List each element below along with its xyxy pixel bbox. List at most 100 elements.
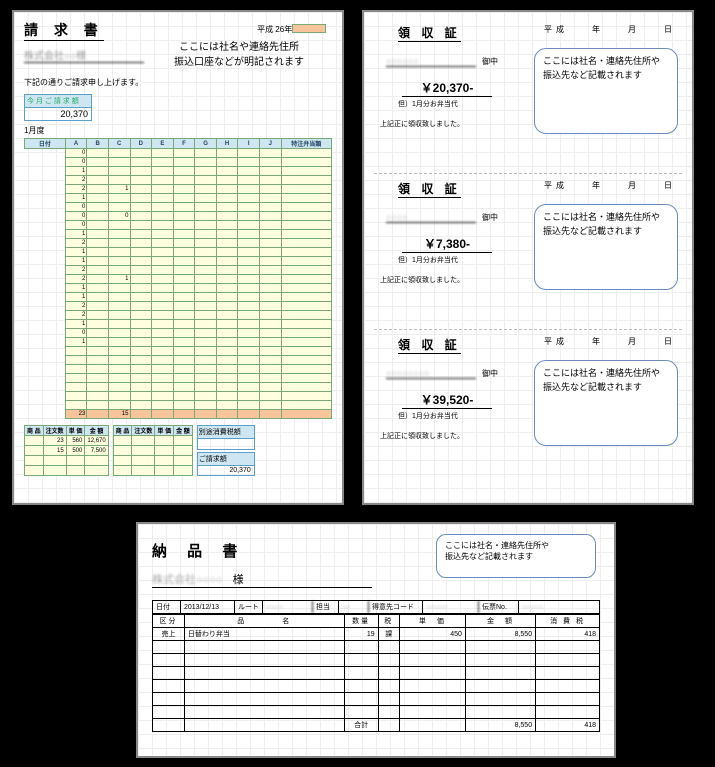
invoice-row: 1月25日2 [25,302,332,311]
receipt-date: 平成 年 月 日 [544,24,676,35]
invoice-note: ここには社名や連絡先住所 振込口座などが明記されます [174,40,304,70]
receipt: 領 収 証平成 年 月 日○○○○御中￥7,380-但）1月分お弁当代上記正に領… [374,174,682,330]
delivery-row-empty [153,654,600,667]
invoice-col-header: A [65,139,87,149]
invoice-row: 1月7日0 [25,158,332,167]
delivery-bubble: ここには社名・連絡先住所や 振込先など記載されます [436,534,596,578]
invoice-row-empty [25,365,332,374]
invoice-col-header: 特注弁当類 [281,139,331,149]
invoice-row-empty [25,392,332,401]
invoice-col-header: B [87,139,109,149]
invoice-col-header: H [216,139,238,149]
receipt-amount: ￥39,520- [402,391,492,409]
invoice-final-label: ご請求額 [198,453,254,466]
delivery-row-empty [153,680,600,693]
invoice-col-header: I [238,139,260,149]
invoice-row: 1月31日 [25,347,332,356]
invoice-item-row: 155007,500 [25,446,109,456]
receipt-title: 領 収 証 [398,24,461,42]
delivery-total-row: 合計8,550418 [153,719,600,732]
invoice-row: 1月23日1 [25,284,332,293]
invoice-month: 1月度 [24,125,332,136]
meta-route-lab: ルート [235,601,263,613]
invoice-row: 1月29日0 [25,329,332,338]
invoice-row: 1月22日21 [25,275,332,284]
invoice-row: 1月24日1 [25,293,332,302]
invoice-subtext: 下記の通りご請求申し上げます。 [24,77,332,88]
invoice-row: 1月10日21 [25,185,332,194]
invoice-grid: 日付ABCDEFGHIJ特注弁当類 1月5日01月7日01月8日11月9日21月… [24,138,332,419]
delivery-col-header: 品 名 [184,615,344,628]
receipt-bubble: ここには社名・連絡先住所や振込先など記載されます [534,360,678,446]
invoice-right-boxes: 別途消費税額 ご請求額 20,370 [197,425,255,476]
meta-cc-val: ○○○○○ [423,601,479,613]
invoice-row: 1月12日0 [25,203,332,212]
receipt-name: ○○○○ [386,212,476,223]
invoice-row: 1月18日1 [25,248,332,257]
invoice-amount-value: 20,370 [25,108,91,120]
invoice-row: 1月21日2 [25,266,332,275]
invoice-col-header: G [195,139,217,149]
invoice-row: 1月17日2 [25,239,332,248]
meta-slip-lab: 伝票No. [479,601,519,613]
invoice-row: 1月14日00 [25,212,332,221]
invoice-row: 1月28日1 [25,320,332,329]
invoice-col-header: J [259,139,281,149]
receipt-onchu: 御中 [482,212,498,223]
invoice-lower: 商 品注文数単 価金 額 2356012,670155007,500 商 品注文… [24,425,332,476]
meta-slip-val: ○○○○○ [519,601,599,613]
receipt: 領 収 証平成 年 月 日○○○○○○○○御中￥39,520-但）1月分お弁当代… [374,330,682,486]
invoice-row: 1月8日1 [25,167,332,176]
invoice-items-left: 商 品注文数単 価金 額 2356012,670155007,500 [24,425,109,476]
receipt: 領 収 証平成 年 月 日○○○○○○御中￥20,370-但）1月分お弁当代上記… [374,18,682,174]
delivery-row-empty [153,667,600,680]
delivery-sheet: 納 品 書 ここには社名・連絡先住所や 振込先など記載されます 株式会社○○○○… [136,522,616,758]
invoice-row: 1月16日1 [25,230,332,239]
receipts-sheet: 領 収 証平成 年 月 日○○○○○○御中￥20,370-但）1月分お弁当代上記… [362,10,694,505]
invoice-note-line1: ここには社名や連絡先住所 [174,40,304,55]
invoice-row-empty [25,356,332,365]
delivery-row: 売上日替わり弁当19課4508,550418 [153,628,600,641]
delivery-bubble-l1: ここには社名・連絡先住所や [445,540,587,551]
receipt-amount: ￥20,370- [402,79,492,97]
invoice-row: 1月19日1 [25,257,332,266]
invoice-row: 1月11日1 [25,194,332,203]
receipt-title: 領 収 証 [398,180,461,198]
receipt-date: 平成 年 月 日 [544,180,676,191]
invoice-tax-label: 別途消費税額 [198,426,254,439]
invoice-title: 請 求 書 [24,20,104,41]
invoice-tax-box: 別途消費税額 [197,425,255,450]
delivery-customer-name: 株式会社○○○○ [152,571,223,587]
delivery-col-header: 消 費 税 [536,615,600,628]
invoice-tax-value [198,439,254,449]
meta-cc-lab: 得意先コード [369,601,423,613]
invoice-note-line2: 振込口座などが明記されます [174,55,304,70]
invoice-final-value: 20,370 [198,466,254,475]
delivery-table: 区分品 名数量税単 価金 額消 費 税 売上日替わり弁当19課4508,5504… [152,614,600,732]
invoice-total-row: 2315 [25,410,332,419]
invoice-row: 1月30日1 [25,338,332,347]
receipt-bubble: ここには社名・連絡先住所や振込先など記載されます [534,204,678,290]
delivery-col-header: 数量 [344,615,378,628]
invoice-row: 1月26日2 [25,311,332,320]
delivery-col-header: 区分 [153,615,185,628]
meta-date-val: 2013/12/13 [181,601,235,613]
delivery-row-empty [153,641,600,654]
invoice-row-empty [25,383,332,392]
delivery-sama: 様 [233,571,244,587]
invoice-col-header: C [108,139,130,149]
receipt-onchu: 御中 [482,56,498,67]
invoice-sheet: 請 求 書 平成 26年 1月 23日 株式会社○○様 ここには社名や連絡先住所… [12,10,344,505]
invoice-row-empty [25,374,332,383]
invoice-col-header: D [130,139,152,149]
invoice-row-empty [25,401,332,410]
meta-date-lab: 日付 [153,601,181,613]
receipt-title: 領 収 証 [398,336,461,354]
delivery-row-empty [153,693,600,706]
receipt-onchu: 御中 [482,368,498,379]
meta-pic-lab: 担当 [313,601,339,613]
invoice-customer: 株式会社○○様 [24,47,144,63]
invoice-row: 1月5日0 [25,149,332,158]
delivery-bubble-l2: 振込先など記載されます [445,551,587,562]
invoice-row: 1月9日2 [25,176,332,185]
